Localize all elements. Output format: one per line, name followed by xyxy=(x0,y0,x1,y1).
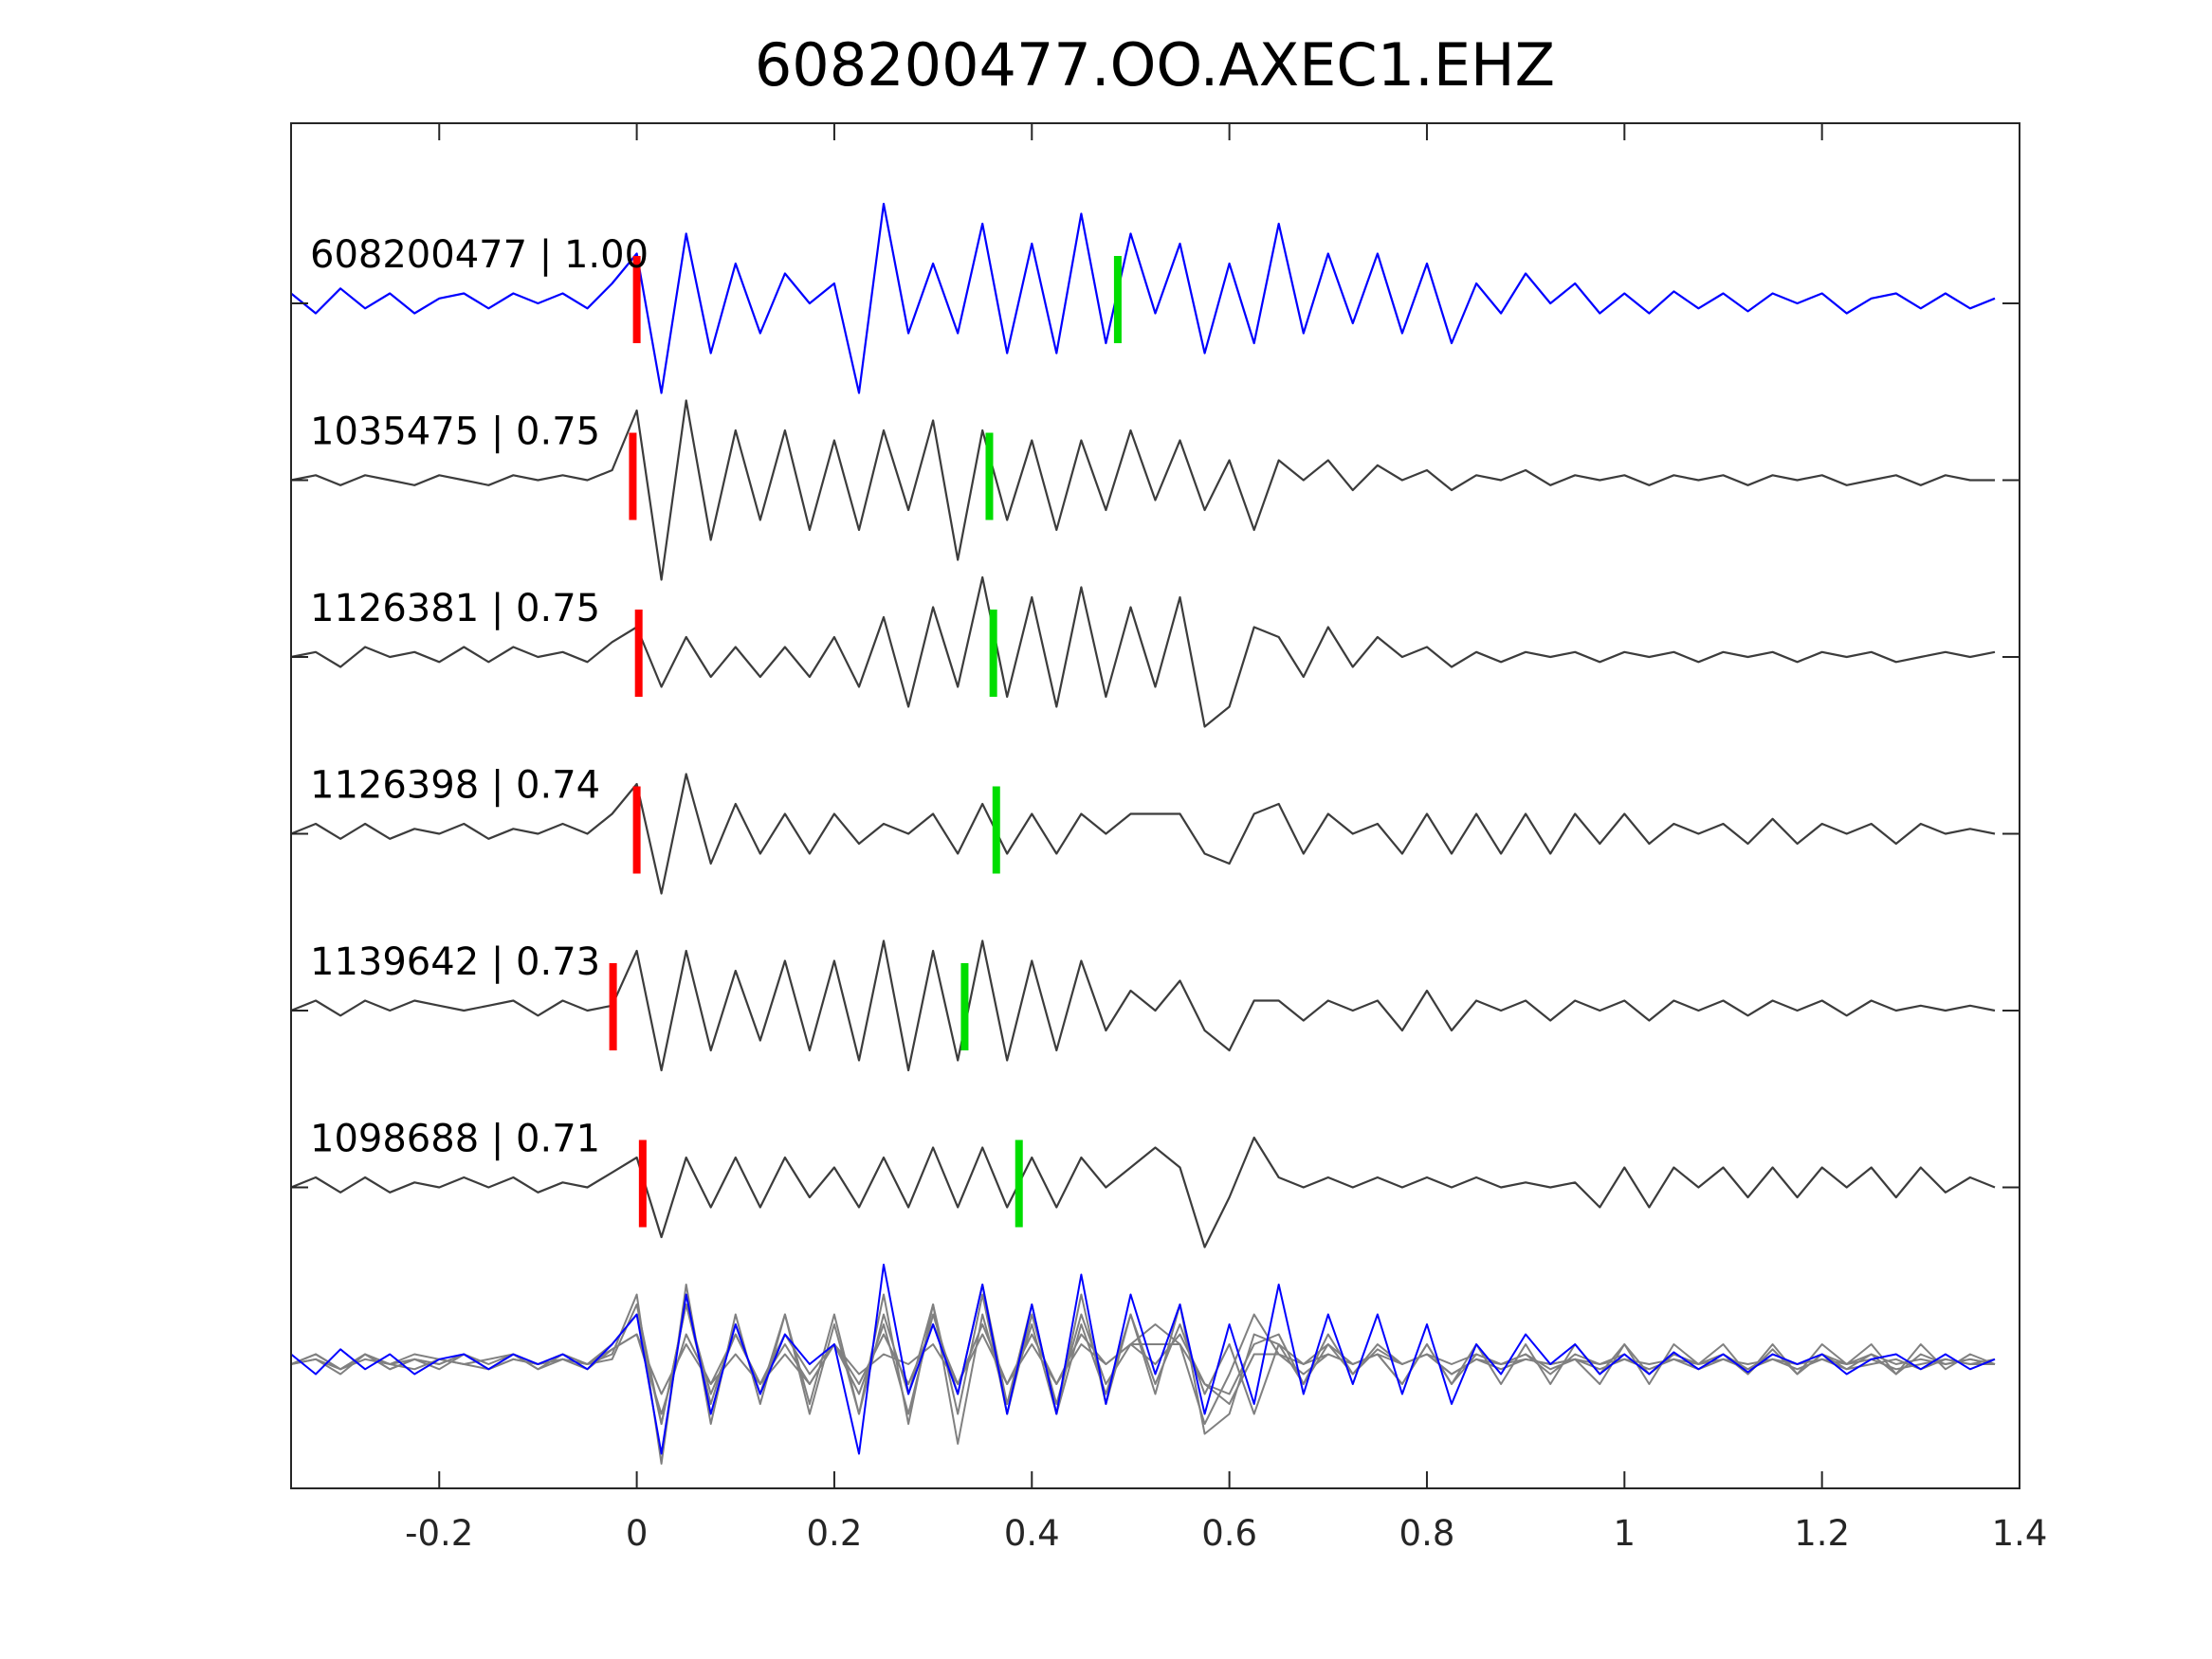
x-tick-label: 0.8 xyxy=(1399,1513,1455,1554)
x-tick-label: 1.2 xyxy=(1794,1513,1850,1554)
trace-label: 1126381 | 0.75 xyxy=(310,587,600,630)
x-tick-label: 0 xyxy=(626,1513,649,1554)
trace-label: 1139642 | 0.73 xyxy=(310,940,600,984)
x-tick-label: 0.4 xyxy=(1004,1513,1060,1554)
waveform-1126398 xyxy=(290,773,1996,895)
chart-title: 608200477.OO.AXEC1.EHZ xyxy=(755,30,1555,100)
waveform-608200477 xyxy=(290,202,1996,394)
plot-area xyxy=(290,202,1996,1465)
trace-labels: 608200477 | 1.00 1035475 | 0.75 1126381 | … xyxy=(310,233,649,1161)
axes-box xyxy=(290,122,2020,1489)
trace-label: 1035475 | 0.75 xyxy=(310,410,600,454)
waveform-1126381 xyxy=(290,575,1996,728)
x-tick-label: 1.4 xyxy=(1992,1513,2048,1554)
x-tick-label: 0.2 xyxy=(807,1513,863,1554)
x-tick-label: 0.6 xyxy=(1201,1513,1257,1554)
waveform-1098688 xyxy=(290,1136,1996,1249)
trace-label: 608200477 | 1.00 xyxy=(310,233,649,277)
waveform-1139642 xyxy=(290,939,1996,1072)
stack-waveform-608200477 xyxy=(290,1264,1996,1455)
trace-label: 1098688 | 0.71 xyxy=(310,1118,600,1161)
waveform-1035475 xyxy=(290,399,1995,581)
x-tick-label: -0.2 xyxy=(405,1513,473,1554)
x-axis: -0.2 0 0.2 0.4 0.6 0.8 1 1.2 1.4 xyxy=(291,123,2047,1554)
trace-label: 1126398 | 0.74 xyxy=(310,764,600,808)
stack-waveform-1139642 xyxy=(290,1293,1996,1425)
x-tick-label: 1 xyxy=(1614,1513,1636,1554)
